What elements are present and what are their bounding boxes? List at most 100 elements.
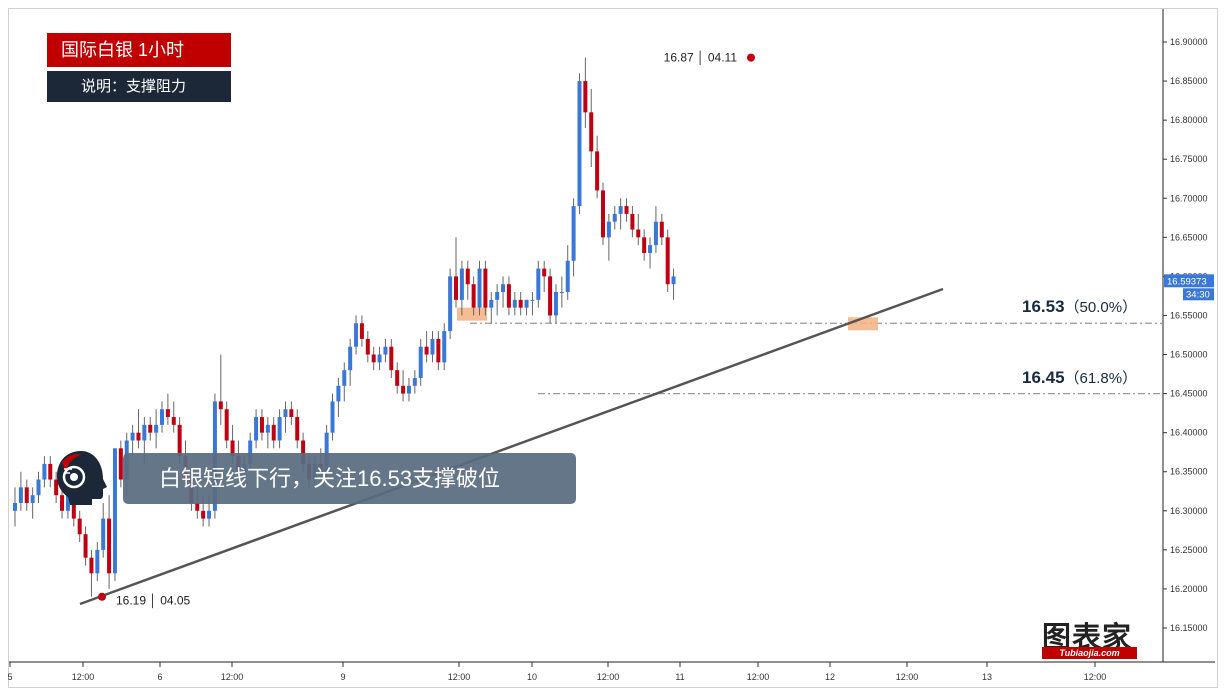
x-tick-label: 12:00 bbox=[896, 672, 919, 682]
candle-body bbox=[636, 229, 641, 238]
candle-body bbox=[30, 495, 35, 503]
candle-body bbox=[512, 299, 517, 308]
candle-body bbox=[595, 151, 600, 191]
candle-body bbox=[283, 409, 288, 418]
candle-body bbox=[465, 268, 470, 285]
candle-body bbox=[71, 495, 76, 519]
candle-body bbox=[483, 268, 488, 308]
candle-body bbox=[389, 346, 394, 371]
y-tick-label: 16.90000 bbox=[1170, 37, 1208, 47]
candle-body bbox=[612, 213, 617, 222]
analyst-head-icon bbox=[57, 451, 107, 505]
support-level-1-price: 16.53 bbox=[1022, 297, 1065, 316]
candle-body bbox=[348, 346, 353, 371]
candle-body bbox=[665, 237, 670, 285]
candle-body bbox=[448, 276, 453, 332]
candle-body bbox=[330, 401, 335, 433]
chart-frame bbox=[8, 8, 1218, 688]
candle-body bbox=[13, 502, 17, 511]
price-tag bbox=[1164, 274, 1214, 288]
x-tick-label: 12:00 bbox=[448, 672, 471, 682]
candle-body bbox=[618, 206, 623, 214]
candle-body bbox=[571, 206, 576, 261]
x-tick-label: 5 bbox=[7, 672, 12, 682]
high-marker bbox=[747, 53, 755, 62]
y-tick-label: 16.40000 bbox=[1170, 428, 1208, 438]
low-marker bbox=[98, 592, 106, 601]
candle-body bbox=[359, 323, 364, 339]
candle-body bbox=[265, 424, 270, 433]
candle-body bbox=[489, 299, 494, 308]
candle-body bbox=[218, 401, 223, 410]
trend-line bbox=[79, 287, 944, 606]
candle-body bbox=[18, 487, 23, 503]
candle-body bbox=[254, 417, 259, 441]
candle-body bbox=[454, 276, 458, 300]
candle-body bbox=[383, 346, 388, 355]
candle-body bbox=[207, 510, 212, 519]
candle-body bbox=[648, 245, 653, 253]
candle-body bbox=[442, 331, 447, 363]
y-tick-label: 16.85000 bbox=[1170, 76, 1208, 86]
tubiaojia-logo: 图表家 Tubiaojia.com bbox=[1040, 614, 1148, 660]
candle-body bbox=[412, 377, 417, 386]
candle-body bbox=[342, 370, 347, 386]
y-tick-label: 16.75000 bbox=[1170, 154, 1208, 164]
candle-body bbox=[259, 417, 264, 433]
candle-body bbox=[165, 409, 170, 418]
candle-body bbox=[136, 432, 141, 441]
candle-body bbox=[630, 213, 635, 230]
candle-body bbox=[659, 221, 664, 238]
candle-body bbox=[501, 284, 506, 293]
candle-body bbox=[36, 479, 41, 496]
candle-body bbox=[148, 424, 153, 433]
candle-body bbox=[401, 385, 406, 394]
countdown-label: 34:30 bbox=[1186, 289, 1210, 300]
candle-body bbox=[101, 518, 106, 550]
candle-body bbox=[95, 549, 100, 574]
candle-body bbox=[371, 354, 376, 363]
candle-body bbox=[118, 448, 123, 480]
candle-body bbox=[24, 487, 29, 503]
candle-body bbox=[671, 276, 676, 285]
candle-body bbox=[324, 432, 329, 472]
commentary-callout: 白银短线下行，关注16.53支撑破位 bbox=[123, 453, 576, 504]
candle-body bbox=[177, 424, 182, 457]
support-level-2-pct: （61.8%） bbox=[1064, 370, 1138, 387]
candle-body bbox=[354, 323, 359, 347]
y-tick-label: 16.20000 bbox=[1170, 584, 1208, 594]
candle-body bbox=[301, 440, 306, 464]
candle-body bbox=[48, 463, 53, 480]
support-level-1-pct: （50.0%） bbox=[1064, 299, 1138, 316]
y-tick-label: 16.50000 bbox=[1170, 350, 1208, 360]
support-level-2-price: 16.45 bbox=[1022, 368, 1065, 387]
candle-body bbox=[653, 221, 658, 246]
y-tick-label: 16.25000 bbox=[1170, 545, 1208, 555]
y-tick-label: 16.35000 bbox=[1170, 467, 1208, 477]
chart-title: 国际白银 1小时 bbox=[47, 33, 231, 67]
y-tick-label: 16.80000 bbox=[1170, 115, 1208, 125]
candle-body bbox=[289, 409, 294, 418]
x-tick-label: 10 bbox=[527, 672, 537, 682]
y-tick-label: 16.45000 bbox=[1170, 389, 1208, 399]
candle-body bbox=[248, 440, 253, 464]
candle-body bbox=[60, 495, 65, 511]
candle-body bbox=[536, 268, 541, 300]
candle-body bbox=[548, 276, 553, 316]
price-tag-label: 16.59373 bbox=[1167, 276, 1207, 287]
candle-body bbox=[606, 221, 611, 238]
chart-subtitle: 说明：支撑阻力 bbox=[47, 71, 231, 102]
candle-body bbox=[601, 190, 605, 238]
candle-body bbox=[107, 518, 112, 574]
candle-body bbox=[42, 463, 47, 480]
y-tick-label: 16.65000 bbox=[1170, 232, 1208, 242]
candle-body bbox=[459, 268, 464, 300]
x-tick-label: 6 bbox=[157, 672, 162, 682]
candle-body bbox=[230, 440, 235, 457]
candle-body bbox=[224, 409, 229, 441]
logo-url: Tubiaojia.com bbox=[1042, 647, 1137, 659]
candle-body bbox=[336, 385, 341, 402]
candle-body bbox=[583, 81, 588, 113]
candle-body bbox=[418, 346, 423, 378]
